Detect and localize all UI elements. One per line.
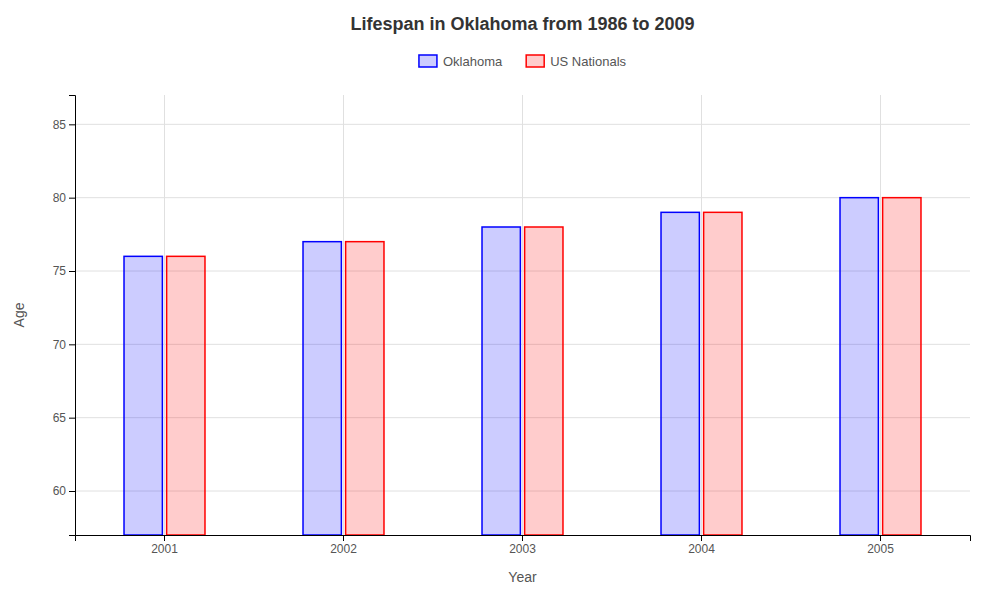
x-tick: 2005 bbox=[867, 535, 894, 556]
y-tick-label: 80 bbox=[53, 191, 67, 205]
x-tick-mark bbox=[164, 535, 165, 541]
y-tick-mark bbox=[69, 491, 75, 492]
chart: 2001 2002 2003 2004 2005 60 65 70 75 80 85 Lifespan… bbox=[0, 0, 1000, 600]
bar bbox=[167, 256, 205, 535]
y-tick: 85 bbox=[53, 118, 75, 132]
y-tick-mark bbox=[69, 124, 75, 125]
grid bbox=[75, 95, 970, 535]
bar bbox=[704, 212, 742, 535]
x-tick-label: 2002 bbox=[330, 542, 357, 556]
bar bbox=[525, 227, 563, 535]
y-axis-label: Age bbox=[11, 302, 27, 327]
x-tick: 2001 bbox=[151, 535, 178, 556]
y-tick: 60 bbox=[53, 484, 75, 498]
x-tick-mark bbox=[343, 535, 344, 541]
legend: Oklahoma US Nationals bbox=[419, 54, 627, 69]
y-tick-label: 85 bbox=[53, 118, 67, 132]
x-tick: 2004 bbox=[688, 535, 715, 556]
bar bbox=[661, 212, 699, 535]
x-tick-mark bbox=[522, 535, 523, 541]
bar-series bbox=[167, 198, 921, 535]
y-axis: 60 65 70 75 80 85 bbox=[53, 96, 76, 536]
legend-item: Oklahoma bbox=[419, 54, 503, 69]
x-tick-label: 2004 bbox=[688, 542, 715, 556]
bar-series bbox=[124, 198, 878, 535]
plot-area bbox=[124, 198, 921, 535]
x-grid-line bbox=[164, 95, 165, 535]
y-tick-label: 65 bbox=[53, 411, 67, 425]
x-tick-mark bbox=[880, 535, 881, 541]
bar bbox=[346, 242, 384, 535]
y-tick: 70 bbox=[53, 338, 75, 352]
y-tick-label: 75 bbox=[53, 264, 67, 278]
x-tick: 2002 bbox=[330, 535, 357, 556]
legend-label: US Nationals bbox=[550, 54, 626, 69]
x-grid-line bbox=[343, 95, 344, 535]
legend-label: Oklahoma bbox=[443, 54, 503, 69]
x-tick: 2003 bbox=[509, 535, 536, 556]
legend-item: US Nationals bbox=[526, 54, 626, 69]
title: Lifespan in Oklahoma from 1986 to 2009 bbox=[350, 14, 694, 34]
x-axis-label: Year bbox=[508, 569, 537, 585]
bar bbox=[883, 198, 921, 535]
x-grid-line bbox=[880, 95, 881, 535]
bar bbox=[840, 198, 878, 535]
legend-swatch bbox=[419, 55, 437, 67]
bar bbox=[303, 242, 341, 535]
y-tick-mark bbox=[69, 271, 75, 272]
x-tick-label: 2001 bbox=[151, 542, 178, 556]
y-tick-mark bbox=[69, 344, 75, 345]
x-grid-line bbox=[522, 95, 523, 535]
x-grid-line bbox=[701, 95, 702, 535]
legend-swatch bbox=[526, 55, 544, 67]
x-axis-line bbox=[76, 536, 971, 542]
bar bbox=[124, 256, 162, 535]
y-tick-label: 60 bbox=[53, 484, 67, 498]
y-tick: 65 bbox=[53, 411, 75, 425]
y-tick: 80 bbox=[53, 191, 75, 205]
y-tick-label: 70 bbox=[53, 338, 67, 352]
x-axis: 2001 2002 2003 2004 2005 bbox=[76, 535, 971, 556]
y-tick: 75 bbox=[53, 264, 75, 278]
x-tick-label: 2005 bbox=[867, 542, 894, 556]
y-axis-line bbox=[69, 96, 76, 536]
x-tick-label: 2003 bbox=[509, 542, 536, 556]
bar bbox=[482, 227, 520, 535]
x-tick-mark bbox=[701, 535, 702, 541]
y-tick-mark bbox=[69, 418, 75, 419]
y-tick-mark bbox=[69, 198, 75, 199]
